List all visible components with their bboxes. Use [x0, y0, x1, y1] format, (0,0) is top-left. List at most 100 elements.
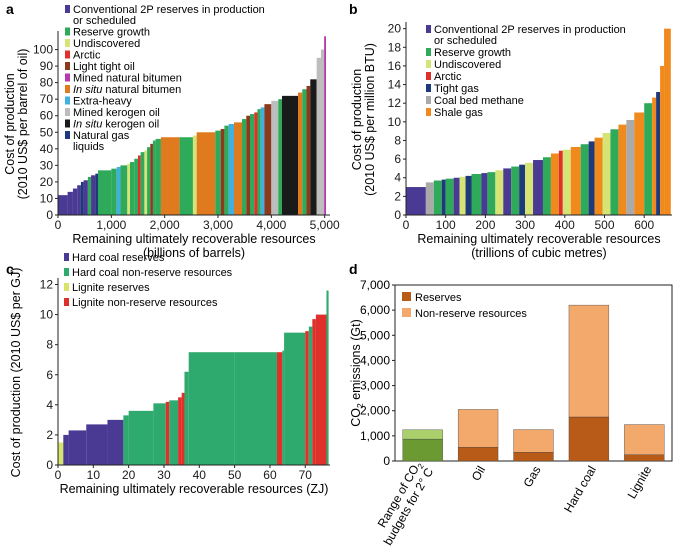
x-tick-label: 0 [55, 218, 62, 232]
y-tick-label: 0 [394, 208, 401, 222]
bar [282, 350, 285, 465]
x-tick-label: 600 [634, 218, 654, 232]
bar [284, 332, 306, 465]
legend-item: Arctic [65, 50, 101, 62]
y-tick-label: 8 [394, 133, 401, 147]
legend-label: Coal bed methane [434, 95, 524, 107]
x-tick-label: 4,000 [256, 218, 286, 232]
y-tick-label: 100 [33, 43, 53, 57]
category-label-line: Lignite [625, 463, 655, 501]
x-tick-label: 20 [122, 468, 136, 482]
bar-reserves [402, 438, 443, 462]
y-tick-label: 40 [40, 142, 54, 156]
legend-label: In situ kerogen oil [73, 119, 159, 131]
label-subscript: 2 [416, 462, 426, 471]
x-tick-label: 50 [228, 468, 242, 482]
legend-label: Undiscovered [434, 59, 501, 71]
bar [257, 109, 261, 215]
y-tick-label: 70 [40, 92, 54, 106]
x-tick-label: 30 [157, 468, 171, 482]
bar [179, 137, 193, 215]
legend-label: Reserve growth [73, 27, 150, 39]
bar [242, 119, 247, 215]
bar [602, 133, 611, 215]
bar [95, 173, 98, 215]
bar [588, 141, 595, 215]
legend-swatch [426, 84, 431, 92]
bar [471, 174, 482, 215]
bar-reserves [624, 454, 665, 462]
bar [169, 400, 179, 465]
legend-swatch [65, 119, 70, 128]
x-tick-label: 5,000 [310, 218, 340, 232]
bar-reserves [457, 446, 499, 462]
bar [626, 119, 635, 215]
legend-label-italic: In situ [73, 84, 102, 96]
y-tick-label: 5,000 [360, 328, 390, 342]
bar [312, 319, 316, 465]
y-tick-label: 2 [46, 428, 53, 442]
y-tick-label: 0 [383, 454, 390, 468]
y-tick-label: 20 [388, 22, 402, 36]
category-label-line: Hard coal [561, 464, 599, 515]
y-axis-units: (2010 US$ per million BTU) [363, 43, 377, 196]
bar [656, 92, 661, 215]
legend-swatch [426, 108, 431, 116]
legend-swatch [65, 85, 70, 93]
bar [302, 89, 307, 215]
y-tick-label: 4 [394, 171, 401, 185]
legend-item: Tight gas [426, 83, 479, 95]
bar [550, 153, 559, 215]
y-axis-label: CO2 emissions (Gt) [349, 319, 365, 427]
bar-non-reserve [402, 429, 443, 440]
panel-d: 0 1,000 2,000 3,000 4,000 5,000 6,000 7,000 Rang… [349, 278, 673, 547]
bar [594, 137, 603, 215]
bar [58, 442, 64, 465]
bar [441, 179, 446, 215]
x-tick-label: 100 [436, 218, 456, 232]
bar [72, 188, 78, 215]
legend-swatch [426, 60, 431, 68]
bar [519, 164, 526, 215]
bar [120, 165, 128, 215]
x-axis-units: (trillions of cubic metres) [471, 246, 606, 260]
legend-label: Shale gas [434, 107, 483, 119]
bar [150, 143, 153, 215]
category-label: Oil [469, 464, 488, 484]
legend-item: Reserve growth [426, 47, 511, 59]
bar [144, 150, 148, 215]
legend-item: Lignite non-reserve resources [64, 297, 218, 309]
y-tick-label: 18 [388, 40, 402, 54]
bar [315, 314, 327, 465]
bar [178, 397, 182, 465]
bar [316, 57, 321, 215]
x-tick-label: 2,000 [150, 218, 180, 232]
x-tick-label: 1,000 [96, 218, 126, 232]
legend-swatch [65, 50, 70, 59]
x-tick-label: 0 [55, 468, 62, 482]
legend-swatch [426, 25, 431, 33]
legend-swatch [64, 268, 69, 276]
y-tick-label: 80 [40, 76, 54, 90]
legend-label: Extra-heavy [73, 96, 132, 108]
y-tick-label: 30 [40, 158, 54, 172]
bar [181, 392, 185, 465]
label-part: emissions (Gt) [349, 319, 363, 403]
bar [282, 95, 298, 215]
bar [305, 331, 309, 465]
legend-label: In situ natural bitumen [73, 84, 181, 96]
bar [127, 163, 130, 215]
bar [271, 100, 279, 215]
legend-item: Reserves [402, 292, 462, 304]
legend-item: Coal bed methane [426, 95, 524, 107]
y-tick-label: 6 [394, 152, 401, 166]
x-tick-label: 3,000 [203, 218, 233, 232]
label-subscript: 2 [355, 403, 365, 408]
legend-label: Lignite reserves [72, 282, 150, 294]
category-label-line: Oil [469, 464, 488, 484]
legend: Conventional 2P reserves in productionor… [426, 24, 626, 119]
bar [278, 99, 282, 215]
category-label: Hard coal [561, 464, 599, 515]
bar [215, 130, 221, 215]
